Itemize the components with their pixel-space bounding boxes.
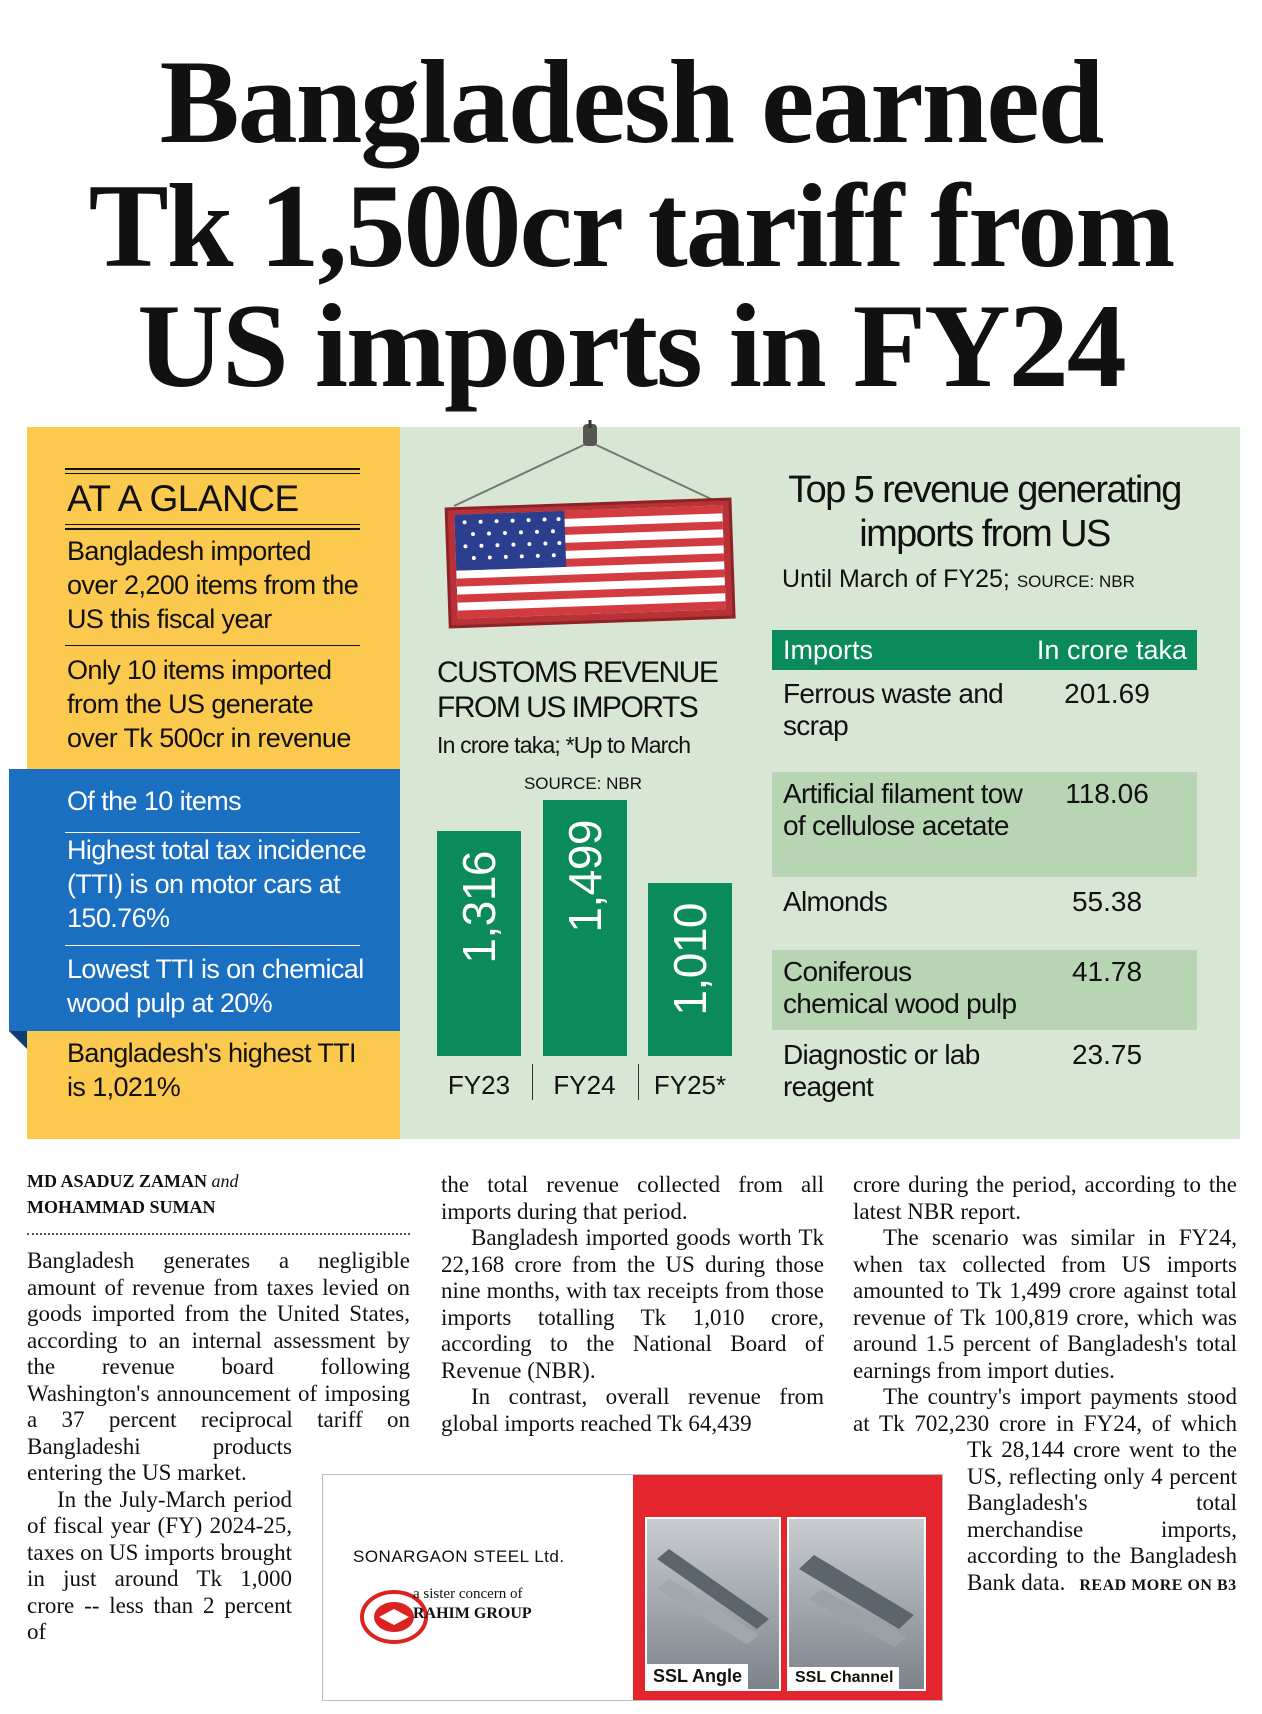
glance-item: Highest total tax incidence (TTI) is on …: [67, 835, 367, 933]
conjunction: and: [211, 1171, 239, 1191]
separator: [638, 1064, 639, 1100]
paragraph: The scenario was similar in FY24, when t…: [853, 1225, 1237, 1383]
ad-product-img: [657, 1549, 769, 1644]
table-source: SOURCE: NBR: [1016, 572, 1135, 591]
byline: MD ASADUZ ZAMAN and MOHAMMAD SUMAN: [27, 1168, 410, 1220]
rule: [65, 524, 360, 525]
ad-product-img: [799, 1555, 914, 1647]
table-row: Artificial filament tow of cellulose ace…: [772, 772, 1197, 877]
article-column: crore during the period, according to th…: [853, 1172, 1237, 1708]
rule: [65, 468, 360, 470]
article-column: Bangladesh generates a negligible amount…: [27, 1248, 410, 1708]
value-label: 1,010: [664, 903, 716, 1016]
chart-subtitle: In crore taka; *Up to March: [437, 732, 691, 758]
ad-group: RAHIM GROUP: [413, 1605, 532, 1622]
table-cell: Ferrous waste and scrap: [783, 678, 1004, 741]
rule: [65, 832, 360, 833]
headline: Bangladesh earned: [159, 35, 1105, 168]
table-title: Top 5 revenue generating imports from US: [788, 469, 1182, 555]
separator: [532, 1064, 533, 1100]
chart-title: CUSTOMS REVENUE FROM US IMPORTS: [437, 656, 719, 724]
table-cell: Almonds: [783, 886, 888, 917]
fold: [9, 1031, 27, 1049]
table-cell: 201.69: [1064, 678, 1150, 709]
paragraph: Bangladesh generates a negligible amount…: [27, 1248, 410, 1485]
table-cell: 41.78: [1071, 956, 1143, 987]
ad-logo: [360, 1590, 428, 1644]
glance-footer: Bangladesh's highest TTI is 1,021%: [67, 1038, 357, 1102]
table-cell: 55.38: [1071, 886, 1143, 917]
x-tick-label: FY24: [553, 1070, 616, 1100]
table-row: Ferrous waste and scrap 201.69: [772, 672, 1197, 769]
headline: Tk 1,500cr tariff from: [88, 159, 1176, 292]
table-subtitle-text: Until March of FY25;: [782, 565, 1010, 593]
value-label: 1,499: [558, 819, 611, 933]
bar: [437, 830, 521, 1056]
rule: [65, 645, 360, 646]
article-column: the total revenue collected from all imp…: [441, 1172, 824, 1462]
x-tick-label: FY25*: [653, 1070, 727, 1100]
glance-item: Bangladesh imported over 2,200 items fro…: [67, 536, 359, 634]
paragraph: Bangladesh imported goods worth Tk 22,16…: [441, 1225, 824, 1383]
table-cell: 23.75: [1071, 1039, 1143, 1070]
paragraph: In contrast, overall revenue from global…: [441, 1384, 824, 1436]
paragraph: The country's import payments stood at T…: [853, 1384, 1237, 1595]
author: MOHAMMAD SUMAN: [27, 1197, 216, 1217]
table-cell: Diagnostic or lab reagent: [783, 1039, 980, 1102]
headline: US imports in FY24: [137, 279, 1126, 412]
glance-item: Only 10 items imported from the US gener…: [67, 655, 351, 753]
paragraph: the total revenue collected from all imp…: [441, 1172, 824, 1224]
table-cell: 118.06: [1065, 778, 1149, 809]
x-tick-label: FY23: [447, 1070, 511, 1100]
table-cell: Artificial filament tow of cellulose ace…: [783, 778, 1023, 841]
ad-tagline: a sister concern of: [413, 1586, 523, 1602]
glance-subheading: Of the 10 items: [67, 786, 242, 816]
table-row: Diagnostic or lab reagent 23.75: [772, 1033, 1197, 1113]
table-row: Coniferous chemical wood pulp 41.78: [772, 950, 1197, 1030]
rule: [27, 1233, 410, 1235]
glance-heading: AT A GLANCE: [67, 478, 299, 519]
ad-product-label: SSL Angle: [647, 1664, 749, 1689]
ad-product: SSL Channel: [787, 1517, 926, 1691]
header-cell: Imports: [783, 635, 874, 665]
table-subtitle: Until March of FY25; SOURCE: NBR: [782, 565, 1135, 594]
bar: [648, 883, 732, 1056]
table-row: Almonds 55.38: [772, 880, 1197, 947]
paragraph: crore during the period, according to th…: [853, 1172, 1237, 1224]
rule: [65, 945, 360, 946]
header-cell: In crore taka: [1036, 635, 1187, 665]
container-graphic: [444, 420, 736, 629]
author: MD ASADUZ ZAMAN: [27, 1171, 207, 1191]
ad-brand: SONARGAON STEEL Ltd.: [353, 1547, 565, 1566]
ad-product: SSL Angle: [645, 1517, 781, 1691]
rule: [65, 473, 360, 474]
table-header: Imports In crore taka: [772, 630, 1197, 670]
glance-item: Lowest TTI is on chemical wood pulp at 2…: [67, 954, 364, 1018]
value-label: 1,316: [453, 850, 505, 964]
chart-source: SOURCE: NBR: [523, 774, 643, 793]
ad: SONARGAON STEEL Ltd. a sister concern of…: [322, 1474, 943, 1701]
paragraph: In the July-March period of fiscal year …: [27, 1486, 292, 1645]
ad-product-label: SSL Channel: [789, 1667, 900, 1689]
bar: [542, 799, 627, 1056]
table-cell: Coniferous chemical wood pulp: [783, 956, 1017, 1019]
continued: READ MORE ON B3: [1079, 1576, 1237, 1594]
blue-panel: [9, 769, 400, 1031]
rule: [65, 528, 360, 530]
